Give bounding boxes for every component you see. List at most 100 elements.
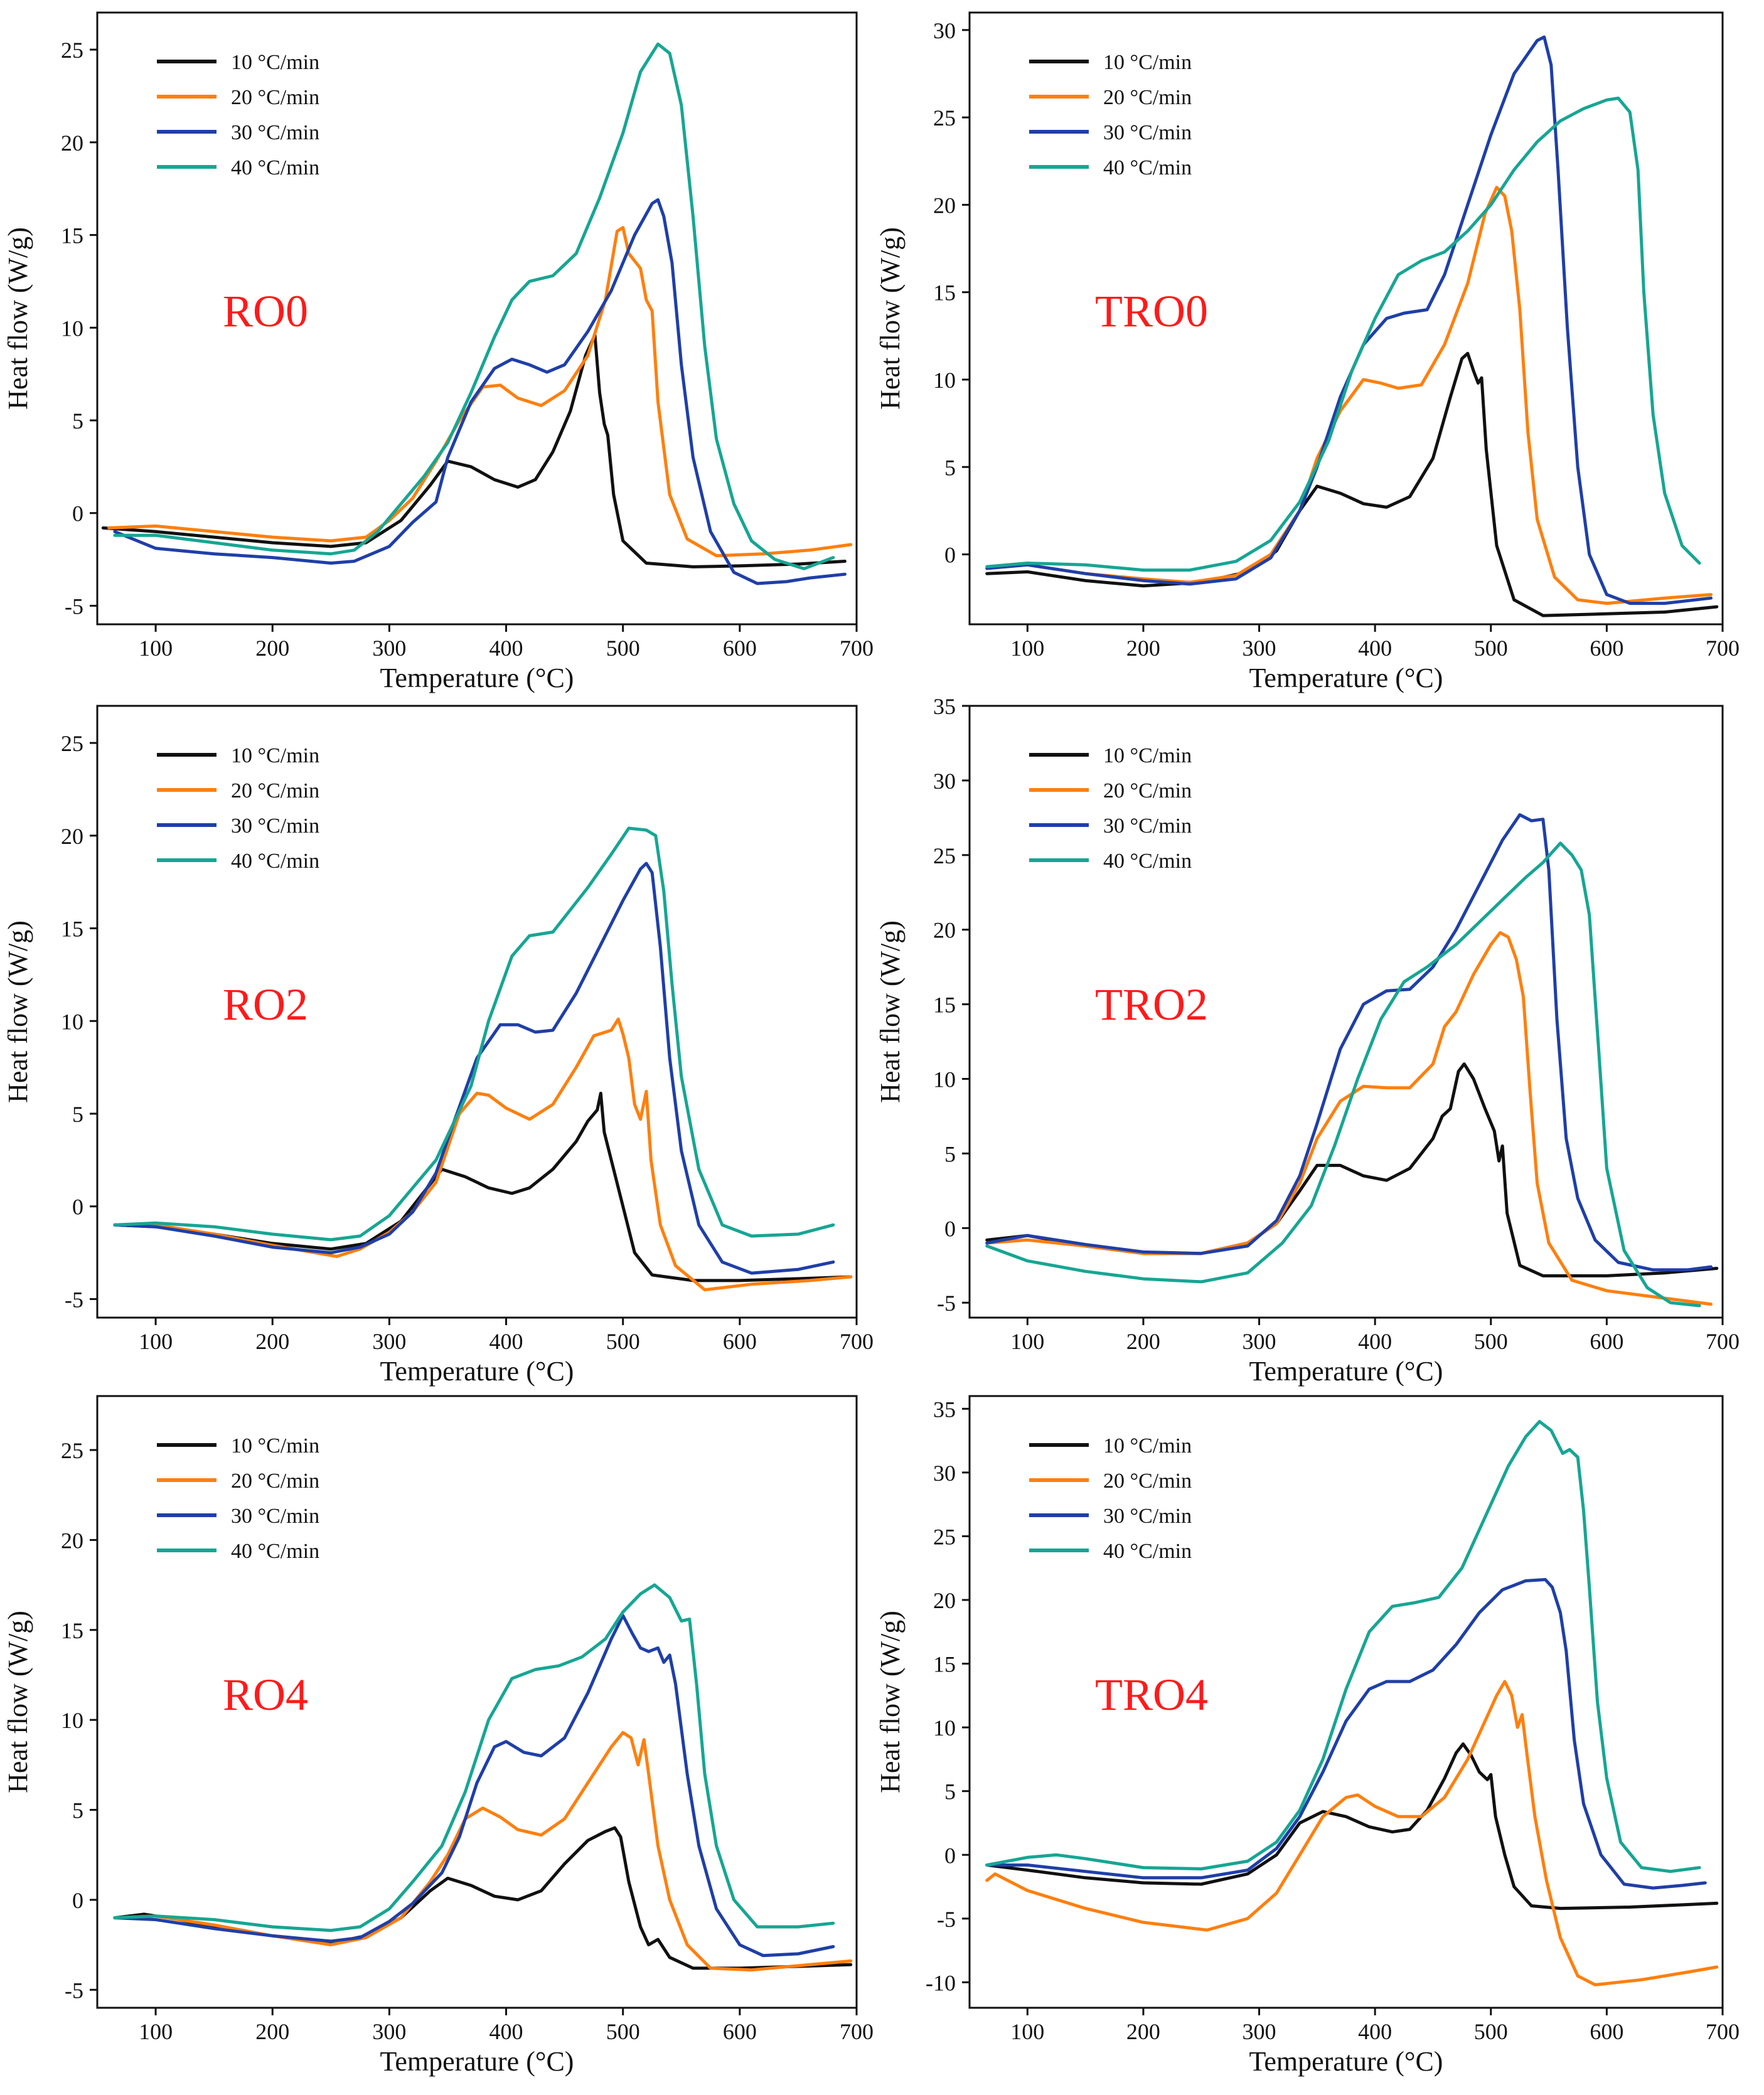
series-line-10-c-min (985, 1742, 1719, 1911)
y-tick-label: 0 (72, 1888, 83, 1913)
legend-label: 30 °C/min (1103, 814, 1192, 838)
y-axis-label: Heat flow (W/g) (875, 1611, 906, 1793)
chart-panel-ro4: 100 200 300 400 500 600 700 -5 0 5 10 15 20 25 Tempera… (3, 1395, 874, 2077)
x-tick-label: 300 (372, 636, 406, 661)
chart-panel-tro4: 100 200 300 400 500 600 700 -10 -5 0 5 10 15 20 25 30 35… (875, 1395, 1740, 2077)
plot-frame (96, 1395, 858, 2009)
y-tick-label: 15 (61, 1618, 83, 1643)
legend-label: 40 °C/min (231, 1540, 319, 1563)
x-tick-label: 500 (606, 1329, 640, 1354)
y-tick-label: 5 (944, 1141, 956, 1166)
y-axis-label: Heat flow (W/g) (3, 227, 33, 410)
series-group (113, 826, 853, 1292)
sample-annotation: RO0 (223, 286, 308, 336)
legend-label: 10 °C/min (231, 744, 319, 767)
y-axis-label: Heat flow (W/g) (875, 920, 906, 1103)
x-tick-label: 600 (723, 1329, 757, 1354)
legend-label: 10 °C/min (1103, 1434, 1192, 1458)
series-group (113, 1583, 853, 1972)
plot-frame (96, 11, 858, 626)
x-axis-label: Temperature (°C) (380, 1356, 574, 1387)
y-tick-label: 10 (61, 1009, 83, 1034)
legend-label: 10 °C/min (231, 1434, 319, 1458)
legend-label: 10 °C/min (1103, 51, 1192, 74)
legend-label: 20 °C/min (231, 1469, 319, 1493)
legend-label: 30 °C/min (1103, 1505, 1192, 1528)
series-line-20-c-min (985, 1680, 1719, 1986)
sample-annotation: TRO2 (1095, 979, 1208, 1030)
y-tick-label: -5 (65, 1287, 83, 1312)
series-line-40-c-min (985, 97, 1701, 572)
x-tick-label: 400 (1358, 1329, 1392, 1354)
x-tick-label: 600 (1590, 636, 1623, 661)
y-tick-label: 25 (933, 105, 956, 131)
y-tick-label: 35 (933, 694, 956, 719)
x-tick-label: 500 (1474, 1329, 1508, 1354)
series-line-40-c-min (113, 42, 835, 570)
chart-panel-tro2: 100 200 300 400 500 600 700 -5 0 5 10 15 20 25 30 35 Tem… (875, 694, 1740, 1387)
x-tick-label: 300 (372, 1329, 406, 1354)
x-tick-label: 400 (489, 636, 523, 661)
y-tick-label: 25 (933, 843, 956, 868)
x-tick-label: 200 (255, 1329, 289, 1354)
x-tick-label: 500 (606, 2019, 640, 2044)
y-axis-label: Heat flow (W/g) (3, 920, 33, 1103)
x-tick-label: 500 (606, 636, 640, 661)
series-group (101, 42, 853, 585)
sample-annotation: TRO0 (1095, 286, 1208, 336)
x-tick-label: 100 (139, 636, 173, 661)
x-tick-label: 300 (1243, 2019, 1276, 2044)
y-tick-label: 20 (933, 1588, 956, 1613)
legend-label: 40 °C/min (1103, 1540, 1192, 1563)
x-axis-label: Temperature (°C) (1249, 1356, 1443, 1387)
x-tick-label: 600 (1590, 2019, 1623, 2044)
x-tick-label: 500 (1474, 2019, 1508, 2044)
legend-label: 10 °C/min (231, 51, 319, 74)
x-tick-label: 600 (1590, 1329, 1623, 1354)
sample-annotation: TRO4 (1095, 1670, 1208, 1720)
x-tick-label: 400 (1358, 2019, 1392, 2044)
x-tick-label: 700 (1706, 636, 1740, 661)
plot-frame (968, 11, 1724, 626)
y-tick-label: 25 (61, 38, 83, 63)
x-tick-label: 400 (1358, 636, 1392, 661)
y-tick-label: 10 (933, 1715, 956, 1741)
x-tick-label: 600 (723, 636, 757, 661)
x-tick-label: 100 (1010, 636, 1044, 661)
y-tick-label: 30 (933, 18, 956, 43)
x-tick-label: 200 (1126, 1329, 1160, 1354)
x-tick-label: 300 (1243, 636, 1276, 661)
series-line-20-c-min (985, 931, 1713, 1306)
chart-panel-ro2: 100 200 300 400 500 600 700 -5 0 5 10 15 20 25 Tempera… (3, 705, 874, 1387)
legend-label: 30 °C/min (1103, 121, 1192, 144)
series-line-30-c-min (985, 813, 1713, 1272)
y-tick-label: 10 (61, 316, 83, 341)
x-tick-label: 200 (1126, 2019, 1160, 2044)
y-tick-label: 35 (933, 1397, 956, 1422)
y-tick-label: 10 (933, 368, 956, 393)
series-line-40-c-min (985, 841, 1701, 1308)
x-tick-label: 700 (1706, 1329, 1740, 1354)
series-line-20-c-min (107, 226, 853, 558)
x-tick-label: 100 (1010, 2019, 1044, 2044)
x-tick-label: 100 (139, 2019, 173, 2044)
x-tick-label: 200 (255, 636, 289, 661)
chart-panel-ro0: 100 200 300 400 500 600 700 -5 0 5 10 15 20 25 Tempera… (3, 11, 874, 693)
plot-frame (96, 705, 858, 1319)
series-line-20-c-min (113, 1017, 853, 1292)
series-line-30-c-min (985, 1578, 1707, 1890)
y-tick-label: 30 (933, 1461, 956, 1486)
series-line-40-c-min (113, 826, 835, 1242)
legend-label: 20 °C/min (1103, 779, 1192, 802)
x-tick-label: 300 (372, 2019, 406, 2044)
y-tick-label: -5 (65, 1978, 83, 2003)
series-line-30-c-min (113, 861, 835, 1275)
y-tick-label: 0 (72, 501, 83, 526)
legend-label: 40 °C/min (231, 156, 319, 179)
series-line-40-c-min (113, 1583, 835, 1932)
x-tick-label: 400 (489, 2019, 523, 2044)
x-tick-label: 200 (255, 2019, 289, 2044)
plot-frame (968, 705, 1724, 1319)
y-tick-label: 30 (933, 769, 956, 794)
